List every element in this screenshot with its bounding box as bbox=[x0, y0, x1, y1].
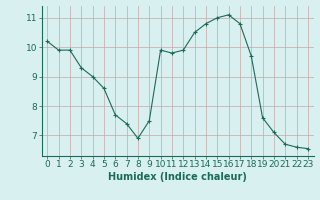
X-axis label: Humidex (Indice chaleur): Humidex (Indice chaleur) bbox=[108, 172, 247, 182]
